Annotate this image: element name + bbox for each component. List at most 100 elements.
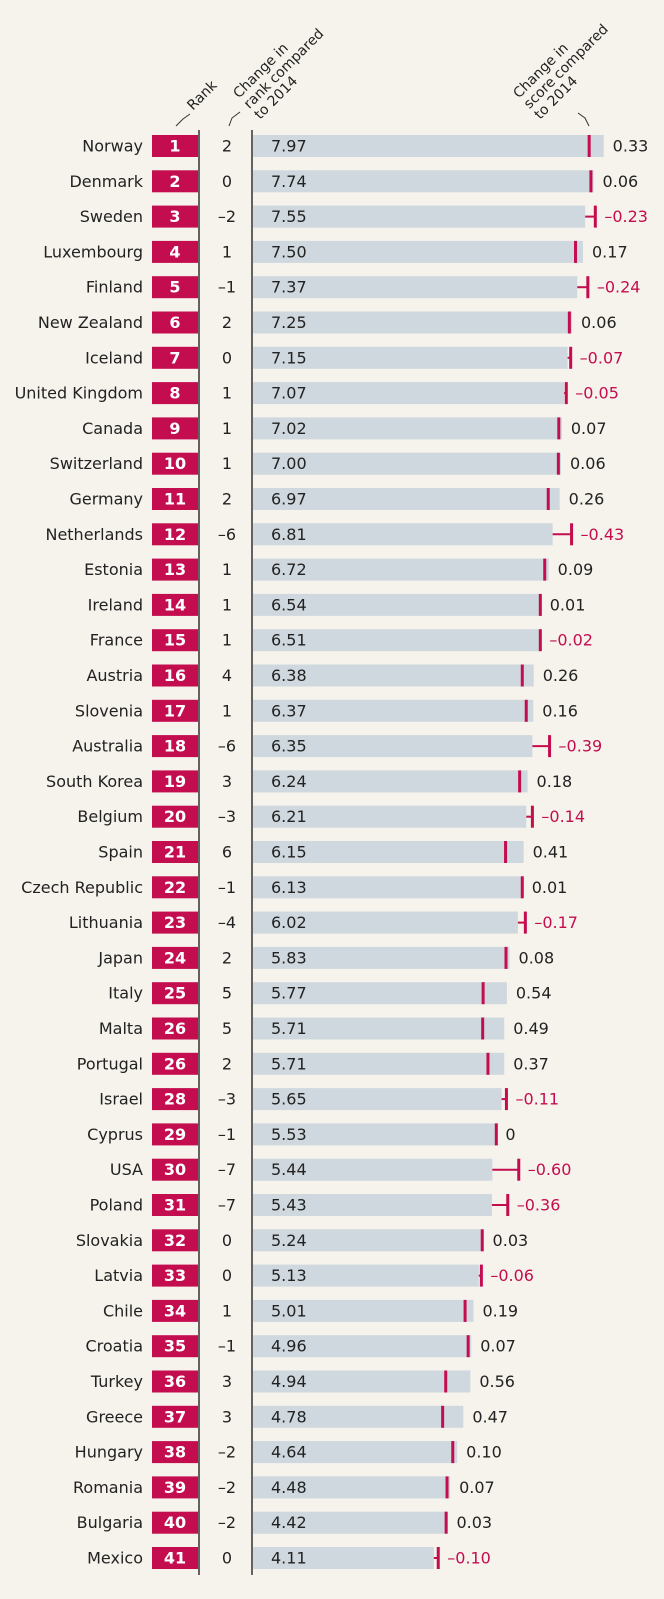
rank-change-label: 0	[222, 172, 232, 191]
bar	[253, 1264, 479, 1287]
rank-label: 24	[164, 948, 186, 967]
rank-change-label: 5	[222, 984, 232, 1003]
score-2014-mark	[504, 1088, 508, 1111]
rank-box	[152, 1441, 198, 1464]
rank-label: 23	[164, 913, 186, 932]
rank-label: 18	[164, 737, 186, 756]
rank-label: 11	[164, 490, 186, 509]
rank-box	[152, 417, 198, 440]
score-label: 7.15	[271, 348, 307, 367]
score-label: 6.35	[271, 737, 307, 756]
rank-box	[152, 1088, 198, 1111]
rank-change-label: –6	[218, 737, 236, 756]
bar	[253, 558, 549, 581]
bar	[253, 1158, 493, 1181]
bar	[253, 170, 594, 193]
rank-box	[152, 1264, 198, 1287]
score-label: 6.15	[271, 843, 307, 862]
score-2014-mark	[466, 1335, 470, 1358]
score-2014-mark	[524, 699, 528, 722]
score-2014-mark	[494, 1123, 498, 1146]
score-change-label: 0.26	[543, 666, 579, 685]
score-change-label: 0.16	[542, 701, 578, 720]
country-label: Finland	[86, 278, 143, 297]
rank-label: 9	[169, 419, 180, 438]
bar	[253, 805, 527, 828]
country-label: Romania	[73, 1478, 143, 1497]
score-label: 4.94	[271, 1372, 307, 1391]
score-label: 5.65	[271, 1090, 307, 1109]
score-label: 5.53	[271, 1125, 307, 1144]
country-label: Luxembourg	[43, 242, 143, 261]
rank-change-label: –3	[218, 807, 236, 826]
score-label: 7.74	[271, 172, 307, 191]
rank-label: 31	[164, 1196, 186, 1215]
bar	[253, 276, 578, 299]
score-label: 5.77	[271, 984, 307, 1003]
rank-label: 39	[164, 1478, 186, 1497]
bar	[253, 770, 528, 793]
score-change-label: –0.60	[528, 1160, 572, 1179]
score-2014-mark	[543, 558, 547, 581]
rank-change-label: 2	[222, 490, 232, 509]
rank-change-label: –1	[218, 878, 236, 897]
rank-box	[152, 629, 198, 652]
score-label: 7.02	[271, 419, 307, 438]
score-label: 7.07	[271, 384, 307, 403]
country-label: Chile	[103, 1301, 143, 1320]
bar	[253, 1370, 471, 1393]
rank-box	[152, 1229, 198, 1252]
score-change-label: 0.33	[613, 137, 649, 156]
score-2014-mark	[587, 135, 591, 157]
header-hook	[577, 112, 590, 127]
country-label: Denmark	[69, 172, 143, 191]
bar	[253, 135, 604, 157]
score-2014-mark	[445, 1476, 449, 1499]
rank-box	[152, 382, 198, 405]
rank-change-label: 0	[222, 1231, 232, 1250]
rank-change-label: 2	[222, 137, 232, 156]
score-2014-mark	[481, 1017, 485, 1040]
score-2014-mark	[481, 982, 485, 1005]
score-label: 7.25	[271, 313, 307, 332]
header-hook	[228, 111, 241, 127]
bar	[253, 841, 524, 863]
score-2014-mark	[444, 1511, 448, 1534]
score-label: 5.43	[271, 1196, 307, 1215]
rank-label: 34	[164, 1301, 186, 1320]
score-change-label: 0.26	[569, 490, 605, 509]
country-label: Ireland	[88, 595, 143, 614]
score-2014-mark	[506, 1194, 510, 1216]
score-2014-mark	[586, 276, 590, 299]
score-change-label: –0.17	[534, 913, 578, 932]
score-label: 6.54	[271, 595, 307, 614]
score-change-label: 0.06	[570, 454, 606, 473]
rank-label: 33	[164, 1266, 186, 1285]
rank-change-label: –1	[218, 1125, 236, 1144]
bar	[253, 876, 523, 899]
country-label: Portugal	[77, 1054, 143, 1073]
rank-label: 38	[164, 1443, 186, 1462]
score-change-label: –0.39	[559, 737, 603, 756]
score-label: 6.02	[271, 913, 307, 932]
country-label: Switzerland	[50, 454, 143, 473]
score-change-label: –0.07	[580, 348, 624, 367]
score-change-label: 0.06	[581, 313, 617, 332]
score-change-label: 0.10	[466, 1443, 502, 1462]
country-label: Mexico	[87, 1549, 143, 1568]
rank-label: 37	[164, 1407, 186, 1426]
country-label: Spain	[98, 843, 143, 862]
score-label: 5.83	[271, 948, 307, 967]
score-2014-mark	[517, 1158, 521, 1181]
bar	[253, 946, 510, 969]
rank-box	[152, 1123, 198, 1146]
rank-label: 17	[164, 701, 186, 720]
bar	[253, 664, 534, 687]
score-2014-mark	[574, 240, 578, 263]
rank-box	[152, 1511, 198, 1534]
rank-change-label: 1	[222, 631, 232, 650]
score-label: 4.78	[271, 1407, 307, 1426]
rank-change-label: 3	[222, 772, 232, 791]
header-hook	[175, 113, 191, 127]
